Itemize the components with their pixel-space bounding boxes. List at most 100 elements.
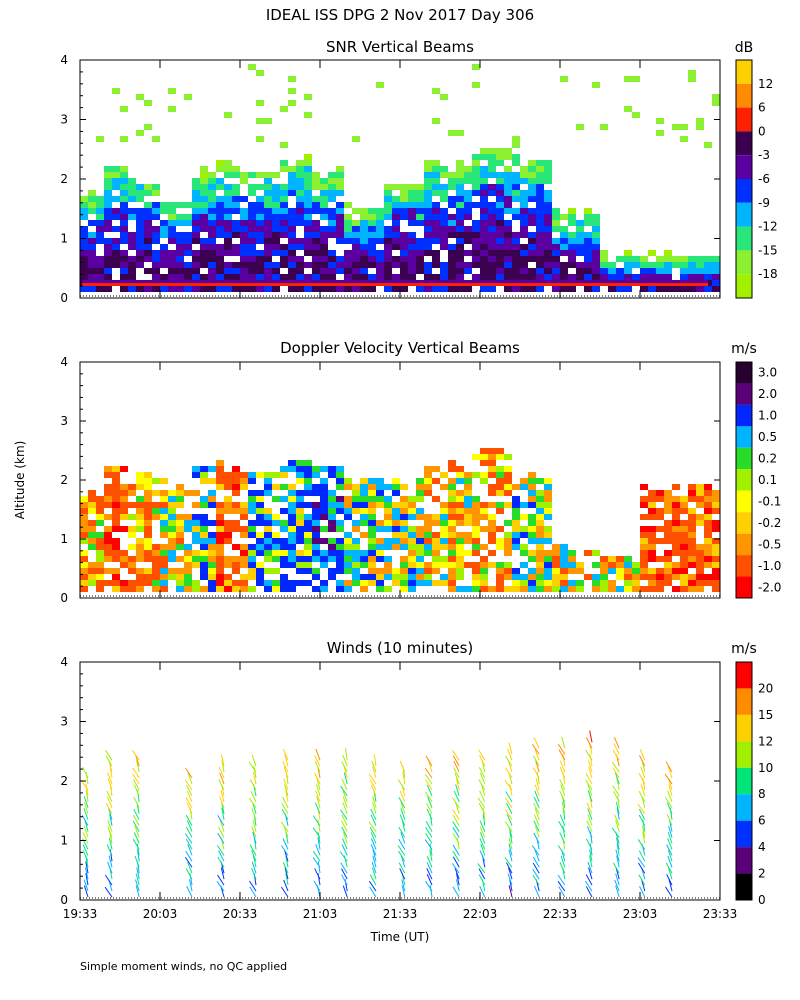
wind-barb bbox=[220, 790, 225, 802]
snr-cell bbox=[480, 268, 488, 274]
x-tick-label: 20:33 bbox=[223, 907, 258, 921]
velocity-cell bbox=[144, 574, 152, 580]
snr-cell bbox=[232, 190, 240, 196]
wind-barb bbox=[668, 867, 673, 880]
velocity-cell bbox=[272, 496, 280, 502]
wind-barb bbox=[532, 856, 540, 868]
snr-cell bbox=[408, 274, 416, 280]
snr-cell bbox=[176, 268, 184, 274]
velocity-cell bbox=[448, 520, 456, 526]
velocity-cell bbox=[168, 538, 176, 544]
velocity-cell bbox=[472, 502, 480, 508]
velocity-cell bbox=[168, 532, 176, 538]
snr-cell bbox=[320, 232, 328, 238]
velocity-cell bbox=[456, 466, 464, 472]
snr-cell bbox=[104, 244, 112, 250]
velocity-cell bbox=[128, 532, 136, 538]
velocity-cell bbox=[368, 568, 376, 574]
velocity-cell bbox=[288, 508, 296, 514]
snr-cell bbox=[520, 190, 528, 196]
snr-cell bbox=[344, 226, 352, 232]
wind-barb bbox=[638, 814, 646, 826]
snr-cell bbox=[136, 262, 144, 268]
snr-cell bbox=[528, 172, 536, 178]
velocity-cell bbox=[80, 586, 88, 592]
wind-barb bbox=[452, 797, 460, 809]
snr-cell bbox=[576, 124, 584, 130]
snr-cell bbox=[344, 238, 352, 244]
velocity-cell bbox=[464, 490, 472, 496]
snr-cell bbox=[184, 262, 192, 268]
snr-cell bbox=[496, 274, 504, 280]
snr-cell bbox=[272, 190, 280, 196]
velocity-cell bbox=[424, 466, 432, 472]
velocity-cell bbox=[704, 550, 712, 556]
velocity-cell bbox=[376, 490, 384, 496]
velocity-cell bbox=[128, 490, 136, 496]
snr-cell bbox=[296, 196, 304, 202]
wind-barb bbox=[341, 826, 348, 838]
velocity-cell bbox=[184, 556, 192, 562]
snr-cell bbox=[104, 190, 112, 196]
snr-cell bbox=[432, 226, 440, 232]
snr-cell bbox=[280, 256, 288, 262]
velocity-cell bbox=[352, 556, 360, 562]
snr-cell bbox=[320, 262, 328, 268]
snr-cell bbox=[472, 274, 480, 280]
velocity-cell bbox=[136, 538, 144, 544]
snr-cell bbox=[472, 256, 480, 262]
snr-cell bbox=[400, 274, 408, 280]
snr-cell bbox=[464, 238, 472, 244]
snr-cell bbox=[344, 286, 352, 292]
snr-cell bbox=[240, 262, 248, 268]
snr-cell bbox=[600, 274, 608, 280]
wind-barb bbox=[637, 803, 646, 815]
snr-cell bbox=[296, 214, 304, 220]
y-tick-label: 0 bbox=[60, 591, 68, 605]
snr-cell bbox=[168, 274, 176, 280]
wind-barb bbox=[248, 797, 257, 809]
snr-cell bbox=[536, 214, 544, 220]
velocity-cell bbox=[216, 574, 224, 580]
wind-barb bbox=[536, 772, 540, 785]
snr-cell bbox=[120, 106, 128, 112]
wind-barb bbox=[216, 881, 225, 892]
velocity-cell bbox=[472, 496, 480, 502]
snr-cell bbox=[680, 136, 688, 142]
snr-cell bbox=[120, 238, 128, 244]
snr-cell bbox=[344, 220, 352, 226]
velocity-cell bbox=[152, 562, 160, 568]
snr-cell bbox=[256, 238, 264, 244]
snr-cell bbox=[368, 244, 376, 250]
snr-cell bbox=[712, 94, 720, 100]
snr-cell bbox=[128, 190, 136, 196]
snr-cell bbox=[296, 160, 304, 166]
velocity-cell bbox=[384, 514, 392, 520]
snr-cell bbox=[456, 268, 464, 274]
snr-cell bbox=[464, 214, 472, 220]
velocity-cell bbox=[440, 562, 448, 568]
velocity-cell bbox=[208, 586, 216, 592]
snr-cell bbox=[408, 220, 416, 226]
snr-cell bbox=[200, 190, 208, 196]
snr-cell bbox=[192, 286, 200, 292]
velocity-cell bbox=[424, 574, 432, 580]
snr-cell bbox=[488, 190, 496, 196]
velocity-cell bbox=[256, 490, 264, 496]
velocity-cell bbox=[424, 544, 432, 550]
snr-cell bbox=[216, 202, 224, 208]
wind-barb bbox=[106, 844, 113, 856]
snr-cell bbox=[336, 286, 344, 292]
snr-cell bbox=[120, 286, 128, 292]
snr-cell bbox=[536, 172, 544, 178]
snr-cell bbox=[400, 238, 408, 244]
velocity-cell bbox=[544, 502, 552, 508]
snr-cell bbox=[512, 244, 520, 250]
snr-cell bbox=[272, 196, 280, 202]
snr-cell bbox=[216, 256, 224, 262]
snr-cell bbox=[536, 226, 544, 232]
velocity-cell bbox=[416, 532, 424, 538]
velocity-cell bbox=[504, 466, 512, 472]
wind-barb bbox=[478, 802, 486, 814]
velocity-cell bbox=[520, 580, 528, 586]
